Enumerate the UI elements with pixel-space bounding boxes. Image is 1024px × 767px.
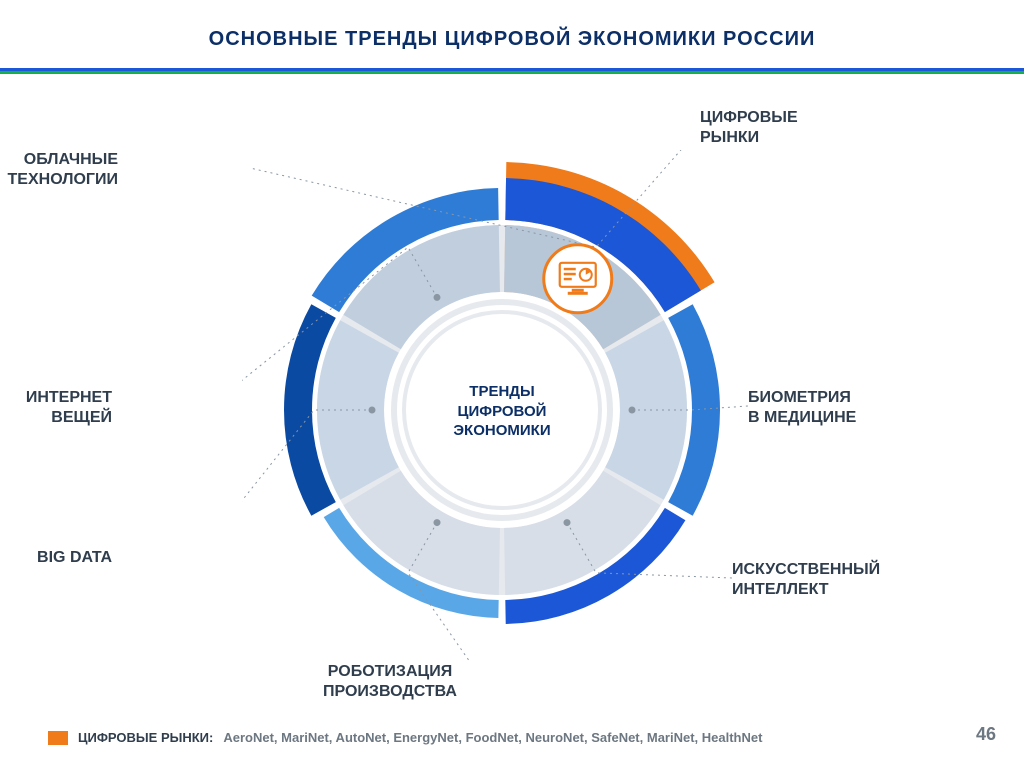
legend-lead: ЦИФРОВЫЕ РЫНКИ: — [78, 730, 213, 745]
slide-root: ОСНОВНЫЕ ТРЕНДЫ ЦИФРОВОЙ ЭКОНОМИКИ РОССИ… — [0, 0, 1024, 767]
label-cloud: ОБЛАЧНЫЕТЕХНОЛОГИИ — [0, 150, 118, 190]
page-title: ОСНОВНЫЕ ТРЕНДЫ ЦИФРОВОЙ ЭКОНОМИКИ РОССИ… — [0, 28, 1024, 51]
label-digital_markets: ЦИФРОВЫЕРЫНКИ — [700, 108, 910, 148]
legend-swatch — [48, 731, 68, 745]
label-iot: ИНТЕРНЕТВЕЩЕЙ — [0, 388, 112, 428]
chart-center-label: ТРЕНДЫЦИФРОВОЙЭКОНОМИКИ — [422, 382, 582, 441]
legend-list: AeroNet, MariNet, AutoNet, EnergyNet, Fo… — [223, 730, 762, 745]
footer-legend: ЦИФРОВЫЕ РЫНКИ: AeroNet, MariNet, AutoNe… — [48, 730, 762, 745]
label-bigdata: BIG DATA — [0, 548, 112, 568]
label-biometrics: БИОМЕТРИЯВ МЕДИЦИНЕ — [748, 388, 958, 428]
page-number: 46 — [976, 724, 996, 745]
label-robotics: РОБОТИЗАЦИЯПРОИЗВОДСТВА — [275, 662, 505, 702]
label-ai: ИСКУССТВЕННЫЙИНТЕЛЛЕКТ — [732, 560, 942, 600]
divider-top-green — [0, 71, 1024, 74]
